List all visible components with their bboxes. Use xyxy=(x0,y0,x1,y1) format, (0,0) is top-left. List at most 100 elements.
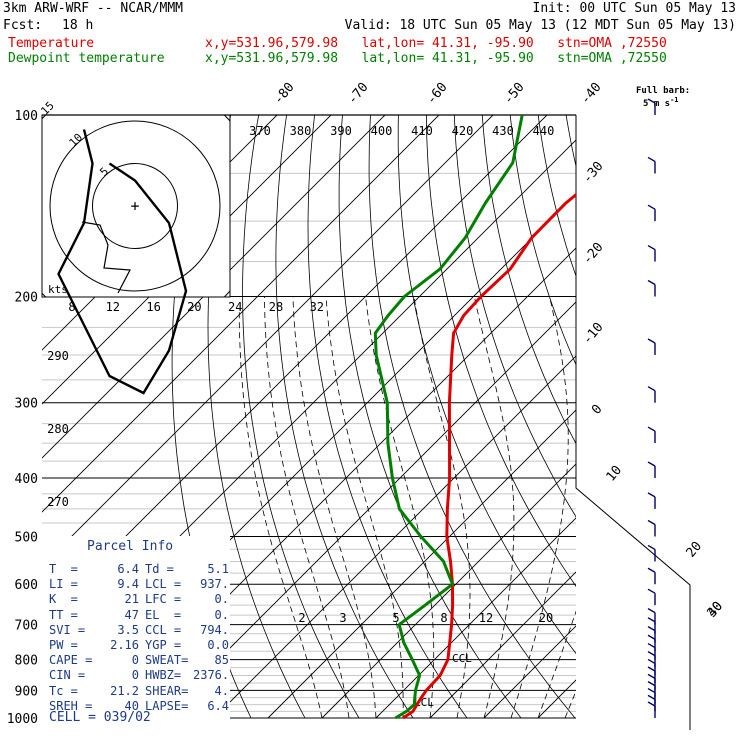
pressure-label: 500 xyxy=(15,530,38,545)
wind-barbs xyxy=(647,98,656,718)
dry-adiabat xyxy=(706,115,740,718)
pressure-label: 400 xyxy=(15,472,38,487)
forecast-hour: 18 h xyxy=(62,18,94,33)
parcel-key: TT = xyxy=(49,607,78,622)
parcel-info-row: CIN = 0 HWBZ= 2376. xyxy=(49,668,229,683)
dry-adiabat xyxy=(622,115,740,718)
parcel-info-row: K = 21 LFC = 0. xyxy=(49,592,229,607)
isotherm-label: -40 xyxy=(578,80,605,108)
init-time: Init: 00 UTC Sun 05 May 13 xyxy=(532,1,737,16)
wind-barb xyxy=(647,156,656,174)
wind-barb-flag xyxy=(647,634,656,640)
parcel-key: YGP = xyxy=(145,638,182,652)
sounding-line-temperature xyxy=(402,192,576,720)
wind-barb-flag xyxy=(647,461,656,467)
dry-adiabat xyxy=(242,115,360,719)
parcel-value: 21.2 xyxy=(110,683,139,698)
parcel-value: 0.0 xyxy=(207,638,229,652)
barb-key-title: Full barb: xyxy=(636,86,691,96)
isotherm-line xyxy=(375,517,576,719)
parcel-value: 2.16 xyxy=(110,638,139,652)
wind-barb xyxy=(647,461,656,479)
mixing-ratio-label: 28 xyxy=(269,300,283,314)
isotherm-line xyxy=(646,115,740,718)
panel-lines xyxy=(42,114,691,730)
moist-adiabat xyxy=(473,296,515,719)
wind-barb-flag xyxy=(647,658,656,665)
parcel-info-row: SREH = 40 LAPSE= 6.4 xyxy=(49,699,229,714)
dry-adiabat xyxy=(368,115,576,719)
parcel-value: 794. xyxy=(200,622,229,637)
moist-adiabat xyxy=(537,610,576,719)
wind-barb xyxy=(647,204,656,222)
wind-barb-flag xyxy=(647,244,656,251)
wind-barb-flag xyxy=(647,492,656,498)
parcel-value: 937. xyxy=(200,577,229,592)
wind-barb xyxy=(647,607,656,625)
theta-label: 380 xyxy=(290,124,312,138)
theta-label: 420 xyxy=(452,124,474,138)
hodograph-ring xyxy=(92,163,178,249)
parcel-value: 6.4 xyxy=(207,698,229,713)
isotherm-line xyxy=(213,355,576,719)
parcel-key: CCL = xyxy=(145,622,182,637)
parcel-info-row: TT = 47 EL = 0. xyxy=(49,608,229,623)
parcel-value: 85 xyxy=(214,653,229,668)
dry-adiabat xyxy=(594,115,740,718)
hodograph-storm-motion xyxy=(81,221,131,294)
parcel-value: 4. xyxy=(214,683,229,698)
mixing-ratio-label: 8 xyxy=(68,300,75,314)
wind-barb xyxy=(647,567,656,585)
wind-barb-flag xyxy=(647,279,656,286)
isotherm-line xyxy=(42,115,440,513)
dry-adiabat xyxy=(678,115,740,718)
wind-barb xyxy=(647,244,656,262)
moist-adiabat xyxy=(564,690,576,719)
barb-key-exponent: -1 xyxy=(670,96,679,104)
parcel-info-row: T = 6.4 Td = 5.1 xyxy=(49,562,229,577)
parcel-key: LAPSE= xyxy=(145,698,189,713)
wind-barb-flag xyxy=(647,701,656,707)
model-title: 3km ARW-WRF -- NCAR/MMM xyxy=(3,1,184,16)
moist-adiabat xyxy=(325,296,404,719)
parcel-info-row: SVI = 3.5 CCL = 794. xyxy=(49,623,229,638)
isotherm-line xyxy=(592,115,740,718)
isotherm-label: -60 xyxy=(424,80,451,108)
mixing-ratio-label: 20 xyxy=(187,300,201,314)
wind-barb xyxy=(647,426,656,444)
parcel-value: 2376. xyxy=(193,668,230,683)
pressure-label: 200 xyxy=(15,291,38,306)
mixing-ratio-label: 3 xyxy=(339,611,346,625)
isotherm-label: 40 xyxy=(705,599,727,621)
parcel-key: LCL = xyxy=(145,577,182,592)
pressure-label: 300 xyxy=(15,397,38,412)
isotherm-label: -50 xyxy=(501,80,528,108)
isotherm-label: 0 xyxy=(589,402,606,418)
mixing-ratio-label: 20 xyxy=(539,611,553,625)
parcel-value: 6.4 xyxy=(117,562,139,576)
parcel-value: 0. xyxy=(214,592,229,607)
legend-dewpoint-info: x,y=531.96,579.98 lat,lon= 41.31, -95.90… xyxy=(205,51,667,66)
parcel-value: 0 xyxy=(131,653,139,668)
barb-key-value: 5 m s-1 xyxy=(643,95,679,109)
theta-label: 370 xyxy=(249,124,271,138)
wind-barb xyxy=(647,701,656,718)
wind-barb xyxy=(647,634,656,652)
sounding-traces xyxy=(373,115,576,720)
isotherm-line xyxy=(321,463,576,719)
hodograph-box xyxy=(41,114,231,298)
wind-barb-flag xyxy=(647,651,656,657)
theta-label: 430 xyxy=(492,124,514,138)
parcel-info-row: LI = 9.4 LCL = 937. xyxy=(49,577,229,592)
dry-adiabat xyxy=(453,115,576,518)
parcel-info-row: PW = 2.16 YGP = 0.0 xyxy=(49,638,229,653)
dry-adiabat xyxy=(397,115,576,655)
parcel-value: 3.5 xyxy=(117,622,139,637)
isotherm-line xyxy=(429,571,576,719)
wind-barb-flag xyxy=(647,426,656,432)
parcel-key: SWEAT= xyxy=(145,653,189,668)
wind-barb-flag xyxy=(647,338,656,344)
